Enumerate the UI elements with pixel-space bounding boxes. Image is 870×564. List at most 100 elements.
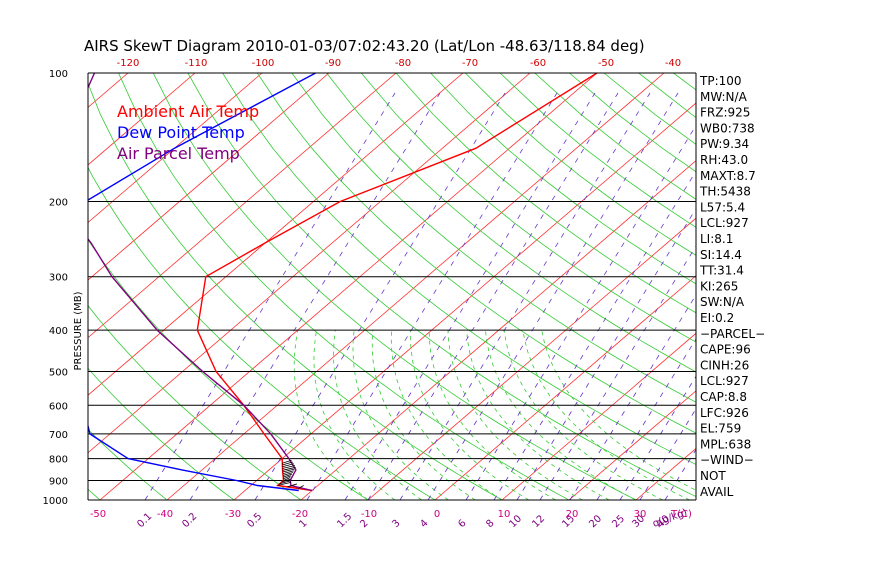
moist-adiabat-line bbox=[503, 330, 663, 500]
cin-hatch bbox=[282, 461, 293, 466]
dry-adiabat-line bbox=[0, 73, 33, 500]
isotherm-line bbox=[99, 73, 598, 500]
isotherm-line bbox=[770, 73, 870, 500]
pressure-tick-label: 400 bbox=[49, 326, 68, 337]
mixing-ratio-line bbox=[493, 170, 696, 500]
cin-hatch bbox=[282, 466, 296, 471]
bottom-temp-tick-label: -50 bbox=[90, 509, 106, 520]
mixing-ratio-tick-label: 12 bbox=[530, 513, 547, 530]
dry-adiabat-line bbox=[88, 305, 302, 500]
index-item: SW:N/A bbox=[700, 295, 745, 309]
dry-adiabat-line bbox=[326, 73, 696, 373]
cin-hatch bbox=[282, 472, 293, 476]
index-item: EI:0.2 bbox=[700, 311, 734, 325]
top-temp-tick-label: -70 bbox=[462, 58, 478, 69]
dry-adiabat-line bbox=[88, 166, 436, 500]
dew-point-temp-line bbox=[88, 73, 316, 492]
index-item: CAPE:96 bbox=[700, 343, 751, 357]
isotherm-line bbox=[300, 160, 696, 500]
moist-adiabat-line bbox=[522, 330, 690, 500]
cin-hatch bbox=[279, 480, 291, 485]
top-temp-tick-label: -80 bbox=[395, 58, 411, 69]
pressure-tick-label: 500 bbox=[49, 367, 68, 378]
index-item: LFC:926 bbox=[700, 406, 749, 420]
moist-adiabat-line bbox=[447, 330, 583, 500]
moist-adiabat-line bbox=[313, 330, 396, 500]
mixing-ratio-tick-label: 6 bbox=[456, 518, 468, 530]
mixing-ratio-tick-label: 8 bbox=[484, 518, 496, 530]
mixing-ratio-tick-label: 3 bbox=[390, 518, 402, 530]
index-item: TH:5438 bbox=[699, 185, 751, 199]
isotherm-line bbox=[837, 73, 870, 500]
index-item: MPL:638 bbox=[700, 437, 751, 451]
dry-adiabat-line bbox=[360, 73, 696, 343]
cin-hatch bbox=[282, 470, 294, 475]
mixing-ratio-line bbox=[254, 92, 506, 500]
pressure-tick-label: 200 bbox=[49, 198, 68, 209]
mixing-ratio-line bbox=[144, 92, 396, 500]
mixing-ratio-tick-label: 4 bbox=[418, 518, 430, 530]
mixing-ratio-line bbox=[539, 245, 696, 500]
pressure-tick-label: 900 bbox=[49, 476, 68, 487]
mixing-ratio-tick-label: 1.5 bbox=[335, 511, 354, 530]
top-temp-tick-label: -40 bbox=[665, 58, 681, 69]
isotherm-line bbox=[88, 73, 330, 281]
dry-adiabat-line bbox=[743, 73, 870, 500]
index-item: KI:265 bbox=[700, 279, 738, 293]
top-temp-tick-label: -50 bbox=[598, 58, 614, 69]
index-item: WB0:738 bbox=[700, 121, 755, 135]
dry-adiabat-line bbox=[187, 73, 696, 498]
top-temp-tick-label: -110 bbox=[185, 58, 208, 69]
dry-adiabat-line bbox=[395, 73, 696, 314]
pressure-tick-label: 800 bbox=[49, 455, 68, 466]
mixing-ratio-tick-label: 0.1 bbox=[135, 511, 154, 530]
mixing-ratio-line bbox=[639, 408, 696, 500]
index-item: −WIND− bbox=[700, 453, 754, 467]
cin-hatch bbox=[298, 485, 304, 489]
isotherm-line bbox=[88, 73, 531, 454]
profiles bbox=[88, 73, 598, 492]
mixing-ratio-line bbox=[399, 92, 651, 500]
mixing-ratio-line bbox=[189, 92, 441, 500]
mixing-ratio-line bbox=[427, 92, 679, 500]
cin-hatch bbox=[282, 473, 293, 478]
pressure-tick-label: 1000 bbox=[43, 496, 68, 507]
dry-adiabat-line bbox=[430, 73, 696, 285]
top-temp-tick-label: -120 bbox=[117, 58, 140, 69]
mixing-ratio-tick-label: 0.2 bbox=[180, 511, 199, 530]
bottom-temp-tick-label: -10 bbox=[361, 509, 377, 520]
moist-adiabat-line bbox=[333, 330, 422, 500]
bottom-temp-tick-label: 0 bbox=[434, 509, 440, 520]
bottom-temp-tick-label: 30 bbox=[634, 509, 647, 520]
air-parcel-temp-line bbox=[88, 73, 313, 492]
index-item: NOT bbox=[700, 469, 726, 483]
legend-ambient-air-temp: Ambient Air Temp bbox=[117, 102, 259, 121]
cin-hatch bbox=[277, 481, 292, 486]
mixing-ratio-line bbox=[306, 92, 558, 500]
mixing-ratio-line bbox=[465, 124, 696, 500]
mixing-ratio-line bbox=[596, 338, 696, 500]
index-item: EL:759 bbox=[700, 422, 741, 436]
pressure-tick-label: 700 bbox=[49, 430, 68, 441]
bottom-temp-tick-label: 10 bbox=[498, 509, 511, 520]
mixing-ratio-line bbox=[569, 294, 696, 500]
dry-adiabat-line bbox=[88, 367, 235, 500]
pressure-tick-label: 300 bbox=[49, 273, 68, 284]
dry-adiabat-line bbox=[152, 73, 637, 500]
index-item: SI:14.4 bbox=[700, 248, 742, 262]
index-item: LI:8.1 bbox=[700, 232, 733, 246]
moist-adiabat-line bbox=[371, 330, 476, 500]
index-item: CAP:8.8 bbox=[700, 390, 747, 404]
dry-adiabat-line bbox=[118, 73, 570, 500]
index-item: FRZ:925 bbox=[700, 106, 750, 120]
mixing-ratio-line bbox=[619, 375, 696, 500]
bottom-temp-tick-label: -20 bbox=[292, 509, 308, 520]
isotherm-line bbox=[501, 332, 696, 500]
bottom-temp-unit: T(C) bbox=[670, 509, 692, 520]
index-item: CINH:26 bbox=[700, 358, 749, 372]
cin-hatch bbox=[282, 468, 295, 473]
cin-hatch bbox=[281, 478, 291, 483]
dry-adiabat-line bbox=[638, 73, 696, 118]
isotherm-line bbox=[233, 102, 696, 500]
